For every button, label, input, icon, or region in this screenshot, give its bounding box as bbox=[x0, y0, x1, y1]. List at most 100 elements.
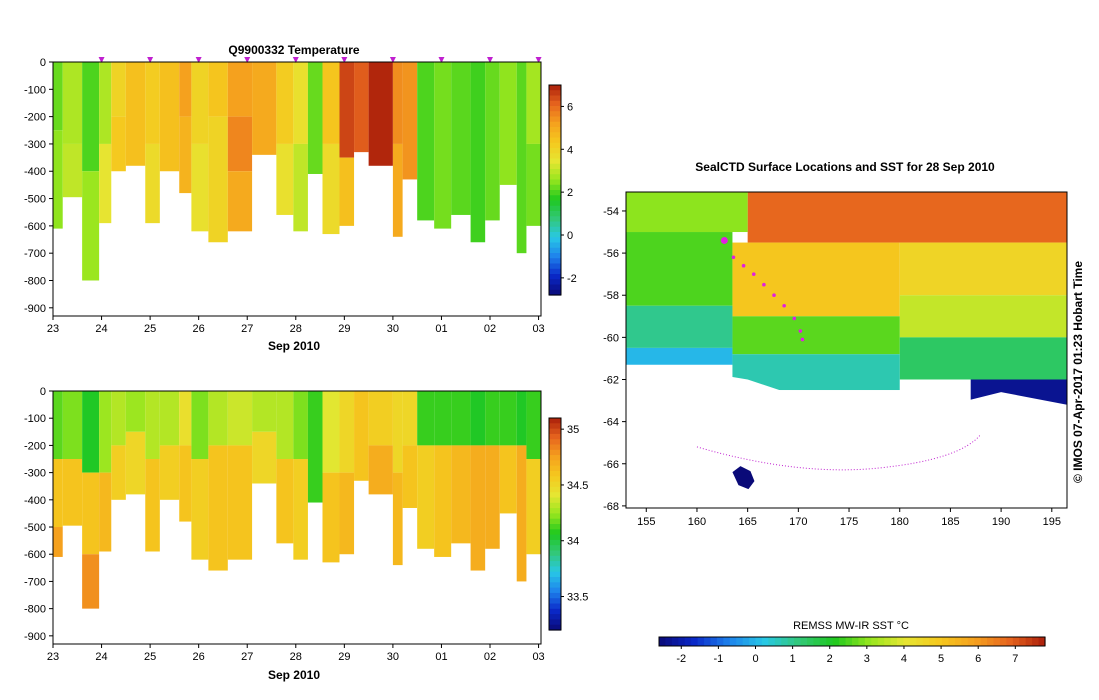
colorbar-tick-label: 4 bbox=[567, 144, 573, 156]
colorbar-swatch bbox=[549, 486, 561, 493]
profile-cell bbox=[499, 62, 517, 185]
x-tick-label: 24 bbox=[95, 323, 107, 335]
profile-cell bbox=[191, 62, 209, 144]
profile-cell bbox=[111, 391, 126, 446]
colorbar-swatch bbox=[549, 592, 561, 599]
profile-cell bbox=[53, 130, 63, 229]
colorbar-swatch bbox=[755, 637, 763, 646]
colorbar-swatch bbox=[549, 258, 561, 265]
profile-cell bbox=[354, 62, 369, 153]
colorbar-swatch bbox=[549, 455, 561, 461]
y-tick-label: -400 bbox=[24, 495, 46, 507]
lon-tick-label: 195 bbox=[1043, 516, 1061, 528]
sst-field-region bbox=[626, 232, 733, 306]
profile-marker bbox=[98, 57, 105, 63]
seal-location-point bbox=[782, 303, 786, 308]
colorbar-swatch bbox=[749, 637, 757, 646]
colorbar-swatch bbox=[852, 637, 860, 646]
profile-marker bbox=[535, 57, 542, 63]
profile-cell bbox=[208, 445, 228, 571]
colorbar-swatch bbox=[967, 637, 975, 646]
colorbar-swatch bbox=[549, 127, 561, 133]
sst-field-region bbox=[626, 192, 748, 233]
colorbar-swatch bbox=[549, 211, 561, 217]
colorbar-swatch bbox=[549, 418, 561, 424]
y-tick-label: -600 bbox=[24, 221, 46, 233]
profile-cell bbox=[191, 143, 209, 232]
seal-location-point bbox=[772, 293, 776, 298]
colorbar-swatch bbox=[549, 502, 561, 509]
colorbar-swatch bbox=[922, 637, 930, 646]
colorbar-swatch bbox=[806, 637, 814, 646]
colorbar-swatch bbox=[549, 492, 561, 499]
profile-cell bbox=[526, 62, 541, 144]
profile-marker bbox=[244, 57, 251, 63]
colorbar-swatch bbox=[961, 637, 969, 646]
plot-frame bbox=[52, 390, 542, 645]
profile-cell bbox=[293, 143, 308, 232]
x-tick-label: 03 bbox=[532, 323, 544, 335]
profile-cell bbox=[145, 391, 160, 460]
temperature-colorbar: -2 0 2 4 6 bbox=[548, 84, 577, 296]
profile-cell bbox=[82, 62, 100, 172]
colorbar-tick-label: 33.5 bbox=[567, 592, 588, 604]
profile-cell bbox=[322, 391, 340, 473]
profile-cell bbox=[516, 391, 527, 446]
profile-cell bbox=[526, 391, 541, 460]
profile-cell bbox=[82, 472, 100, 555]
profile-cell bbox=[227, 171, 253, 232]
profile-cell bbox=[227, 116, 253, 172]
profile-cell bbox=[111, 116, 126, 172]
colorbar-swatch bbox=[1025, 637, 1033, 646]
colorbar-swatch bbox=[549, 242, 561, 249]
colorbar-swatch bbox=[845, 637, 853, 646]
colorbar-swatch bbox=[549, 444, 561, 451]
temperature-section-chart: Q9900332 Temperature 23 24 25 26 27 28 29 30 01 0… bbox=[24, 43, 577, 353]
lat-tick-label: -54 bbox=[603, 206, 619, 218]
profile-cell bbox=[485, 62, 500, 221]
profile-cell bbox=[145, 62, 160, 144]
x-tick-label: 26 bbox=[193, 323, 205, 335]
colorbar-tick-label: 0 bbox=[752, 653, 758, 665]
colorbar-swatch bbox=[549, 460, 561, 467]
colorbar-swatch bbox=[549, 524, 561, 530]
profile-cell bbox=[208, 62, 228, 117]
colorbar-swatch bbox=[774, 637, 782, 646]
y-tick-label: -600 bbox=[24, 549, 46, 561]
colorbar-swatch bbox=[549, 428, 561, 435]
colorbar-swatch bbox=[549, 121, 561, 128]
lon-tick-label: 180 bbox=[891, 516, 909, 528]
colorbar-tick-label: 4 bbox=[901, 653, 907, 665]
profile-cell bbox=[392, 62, 403, 144]
colorbar-swatch bbox=[549, 179, 561, 186]
seal-location-point bbox=[762, 282, 766, 287]
profile-cell bbox=[417, 391, 435, 446]
colorbar-swatch bbox=[549, 518, 561, 525]
colorbar-swatch bbox=[549, 174, 561, 181]
colorbar-swatch bbox=[549, 237, 561, 244]
colorbar-swatch bbox=[549, 614, 561, 620]
colorbar-swatch bbox=[929, 637, 937, 646]
profile-cell bbox=[252, 391, 277, 432]
profile-cell bbox=[62, 62, 83, 144]
profile-cell bbox=[402, 445, 418, 508]
y-tick-label: 0 bbox=[40, 386, 46, 398]
x-tick-label: 02 bbox=[484, 323, 496, 335]
y-tick-label: -300 bbox=[24, 139, 46, 151]
colorbar-swatch bbox=[832, 637, 840, 646]
colorbar-swatch bbox=[723, 637, 731, 646]
lat-tick-label: -62 bbox=[603, 374, 619, 386]
profile-cell bbox=[339, 62, 355, 158]
colorbar-tick-label: 7 bbox=[1012, 653, 1018, 665]
profile-cell bbox=[191, 391, 209, 460]
colorbar-swatch bbox=[1012, 637, 1020, 646]
colorbar-swatch bbox=[1038, 637, 1046, 646]
colorbar-swatch bbox=[549, 545, 561, 552]
colorbar-swatch bbox=[890, 637, 898, 646]
profile-marker bbox=[147, 57, 154, 63]
profile-cell bbox=[368, 445, 393, 495]
x-tick-label: 26 bbox=[193, 651, 205, 663]
track-start-point bbox=[720, 236, 728, 244]
colorbar-swatch bbox=[942, 637, 950, 646]
colorbar-swatch bbox=[877, 637, 885, 646]
